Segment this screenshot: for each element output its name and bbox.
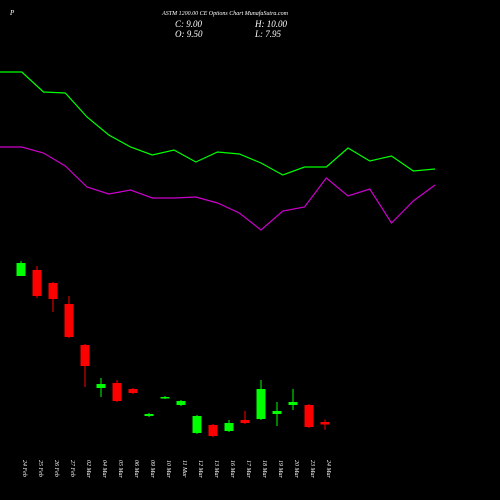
x-tick-label: 19 Mar: [277, 460, 283, 478]
candle-body: [176, 401, 186, 405]
candle-body: [112, 383, 122, 401]
candle-body: [224, 423, 234, 431]
x-tick-label: 13 Mar: [213, 460, 219, 478]
close-summary: C: 9.00: [175, 19, 203, 29]
x-tick-label: 10 Mar: [165, 460, 171, 478]
open-summary: O: 9.50: [175, 29, 203, 39]
x-tick-label: 23 Mar: [309, 460, 315, 478]
candle-body: [240, 420, 250, 423]
x-tick-label: 25 Feb: [37, 460, 43, 477]
x-tick-label: 09 Mar: [149, 460, 155, 478]
x-tick-label: 20 Mar: [293, 460, 299, 478]
candle-body: [128, 389, 138, 393]
x-tick-label: 24 Feb: [21, 460, 28, 477]
x-tick-label: 02 Mar: [85, 460, 91, 478]
candle-body: [256, 389, 266, 419]
x-tick-label: 05 Mar: [117, 460, 123, 478]
candle-body: [208, 425, 218, 436]
indicator-line: [0, 71, 436, 176]
chart-title: ASTM 1200.00 CE Options Chart MunafaSutr…: [161, 10, 289, 17]
x-tick-label: 24 Mar: [325, 460, 332, 478]
indicator-line: [0, 146, 436, 231]
low-summary: L: 7.95: [254, 29, 282, 39]
candle-body: [288, 402, 298, 405]
candle-body: [272, 411, 282, 414]
x-tick-label: 26 Feb: [53, 460, 59, 477]
x-tick-label: 11 Mar: [181, 460, 187, 478]
x-tick-label: 16 Mar: [229, 460, 235, 478]
candle-body: [48, 283, 58, 299]
candle-body: [144, 414, 154, 416]
candle-body: [320, 422, 330, 425]
candle-body: [96, 384, 106, 388]
candle-body: [80, 345, 90, 366]
x-tick-label: 27 Feb: [69, 460, 75, 477]
candle-body: [64, 304, 74, 337]
candle-body: [160, 397, 170, 399]
corner-text: P: [9, 9, 15, 17]
candle-body: [304, 405, 314, 427]
high-summary: H: 10.00: [254, 19, 287, 29]
candle-body: [192, 416, 202, 433]
x-tick-label: 04 Mar: [101, 460, 108, 478]
candle-body: [16, 263, 26, 276]
x-tick-label: 06 Mar: [133, 460, 139, 478]
x-tick-label: 12 Mar: [197, 460, 203, 478]
x-tick-label: 18 Mar: [261, 460, 267, 478]
x-tick-label: 17 Mar: [245, 460, 251, 478]
candle-body: [32, 270, 42, 296]
